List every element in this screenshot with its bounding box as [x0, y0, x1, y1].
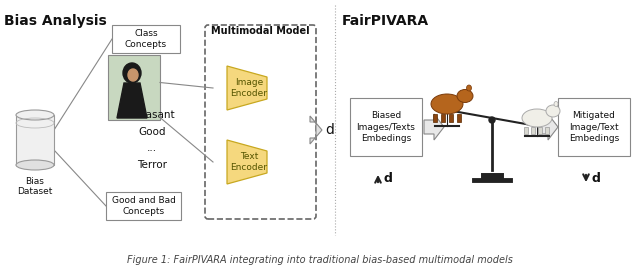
Ellipse shape	[16, 160, 54, 170]
Text: Good and Bad
Concepts: Good and Bad Concepts	[111, 196, 175, 216]
Bar	[350, 98, 422, 156]
Polygon shape	[539, 114, 558, 140]
Text: Image
Encoder: Image Encoder	[230, 78, 268, 98]
Bar	[531, 127, 535, 134]
Text: Class
Concepts: Class Concepts	[125, 29, 167, 49]
Ellipse shape	[457, 89, 473, 102]
Bar	[112, 25, 180, 53]
Ellipse shape	[431, 94, 463, 114]
Polygon shape	[310, 116, 322, 144]
Bar	[538, 127, 542, 134]
Bar	[558, 98, 630, 156]
Text: Mitigated
Image/Text
Embedings: Mitigated Image/Text Embedings	[569, 111, 619, 143]
Text: Text
Encoder: Text Encoder	[230, 152, 268, 172]
Text: d: d	[591, 172, 600, 185]
Bar	[449, 114, 453, 122]
Bar	[106, 192, 181, 220]
Text: Bias
Dataset: Bias Dataset	[17, 177, 52, 196]
Text: Figure 1: FairPIVARA integrating into traditional bias-based multimodal models: Figure 1: FairPIVARA integrating into tr…	[127, 255, 513, 265]
Bar	[441, 114, 445, 122]
Bar	[433, 114, 437, 122]
Ellipse shape	[489, 117, 495, 123]
Ellipse shape	[522, 109, 552, 127]
Text: Multimodal Model: Multimodal Model	[211, 26, 310, 36]
Bar	[112, 55, 160, 116]
Bar	[16, 115, 54, 165]
Ellipse shape	[467, 85, 472, 91]
Polygon shape	[424, 114, 444, 140]
Bar	[108, 55, 160, 120]
Ellipse shape	[128, 69, 138, 81]
Ellipse shape	[123, 63, 141, 83]
Text: Pleasant
Good
...
Terror: Pleasant Good ... Terror	[130, 110, 174, 170]
Text: d: d	[383, 172, 392, 185]
Ellipse shape	[16, 110, 54, 120]
Polygon shape	[227, 140, 267, 184]
Polygon shape	[227, 66, 267, 110]
Text: Biased
Images/Texts
Embedings: Biased Images/Texts Embedings	[356, 111, 415, 143]
Polygon shape	[117, 83, 147, 118]
Ellipse shape	[554, 102, 558, 106]
Bar	[524, 127, 528, 134]
Text: d: d	[325, 123, 334, 137]
Text: Bias Analysis: Bias Analysis	[4, 14, 107, 28]
Ellipse shape	[546, 105, 560, 117]
Bar	[457, 114, 461, 122]
Bar	[110, 55, 160, 118]
Bar	[545, 127, 549, 134]
Text: FairPIVARA: FairPIVARA	[342, 14, 429, 28]
